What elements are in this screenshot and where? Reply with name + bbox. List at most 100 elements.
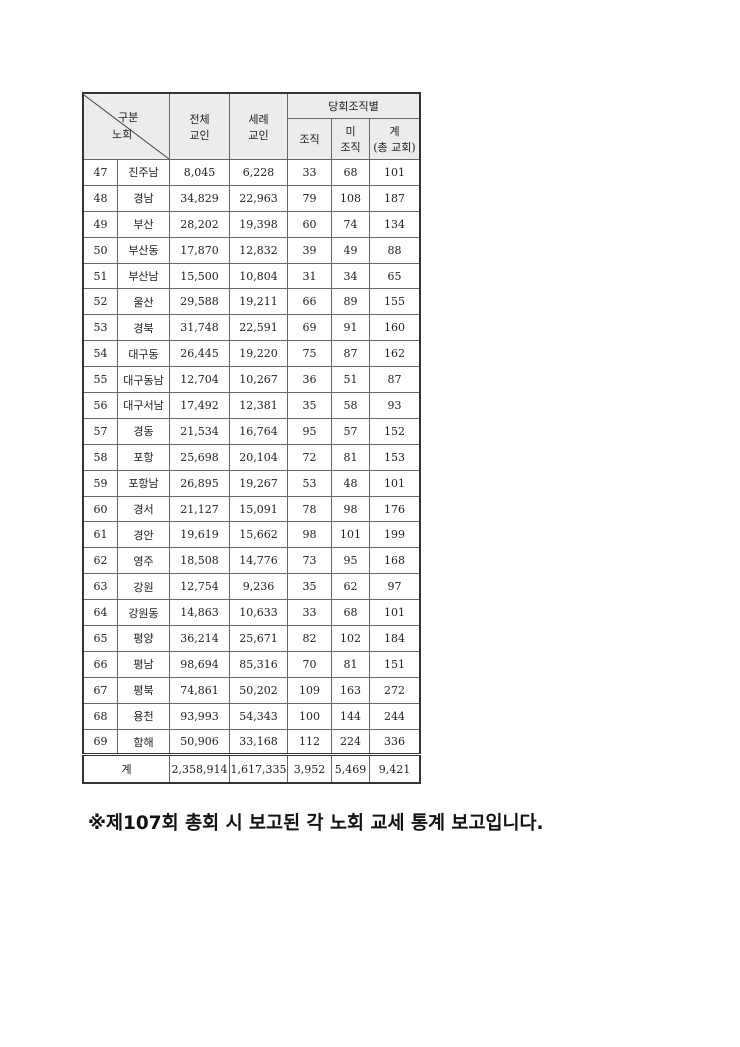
church-sum: 155: [369, 288, 421, 316]
table-row: 47 진주남 8,045 6,228 33 68 101: [82, 159, 421, 186]
total-members: 74,861: [169, 676, 230, 704]
corner-top-label: 구분: [118, 110, 139, 124]
presbytery-number: 47: [82, 159, 118, 186]
unorganized-count: 91: [331, 314, 370, 342]
organized-count: 75: [287, 340, 332, 368]
table-row: 60 경서 21,127 15,091 78 98 176: [82, 495, 421, 523]
organized-count: 35: [287, 392, 332, 419]
table-row: 67 평북 74,861 50,202 109 163 272: [82, 676, 421, 704]
table-row: 50 부산동 17,870 12,832 39 49 88: [82, 236, 421, 264]
presbytery-name: 경북: [117, 314, 170, 342]
baptized-members: 33,168: [229, 728, 288, 756]
total-members-header: 전체 교인: [169, 92, 230, 160]
presbytery-number: 65: [82, 625, 118, 652]
baptized-members: 85,316: [229, 650, 288, 678]
unorganized-count: 81: [331, 443, 370, 471]
baptized-members: 16,764: [229, 417, 288, 445]
presbytery-name: 대구동남: [117, 366, 170, 394]
organized-count: 35: [287, 573, 332, 601]
unorganized-count: 144: [331, 702, 370, 730]
organized-count: 66: [287, 288, 332, 316]
church-sum: 168: [369, 547, 421, 575]
table-row: 66 평남 98,694 85,316 70 81 151: [82, 650, 421, 678]
church-sum: 160: [369, 314, 421, 342]
total-members: 14,863: [169, 599, 230, 627]
unorganized-count: 224: [331, 728, 370, 756]
table-row: 68 용천 93,993 54,343 100 144 244: [82, 702, 421, 730]
presbytery-name: 부산동: [117, 236, 170, 264]
total-members: 26,445: [169, 340, 230, 368]
church-sum: 184: [369, 625, 421, 652]
presbytery-name: 강원: [117, 573, 170, 601]
total-members: 19,619: [169, 521, 230, 549]
presbytery-number: 62: [82, 547, 118, 575]
presbytery-name: 부산남: [117, 262, 170, 290]
total-members: 36,214: [169, 625, 230, 652]
organized-count: 33: [287, 159, 332, 186]
table-row: 57 경동 21,534 16,764 95 57 152: [82, 417, 421, 445]
presbytery-name: 경동: [117, 417, 170, 445]
presbytery-name: 경서: [117, 495, 170, 523]
baptized-members: 22,591: [229, 314, 288, 342]
unorganized-count: 101: [331, 521, 370, 549]
presbytery-number: 60: [82, 495, 118, 523]
total-members: 8,045: [169, 159, 230, 186]
total-members: 18,508: [169, 547, 230, 575]
total-members: 50,906: [169, 728, 230, 756]
presbytery-name: 평남: [117, 650, 170, 678]
church-statistics-table: 구분 노회 전체 교인 세례 교인 당회조직별 조직 미 조직 계 (총 교회)…: [82, 92, 421, 785]
presbytery-number: 69: [82, 728, 118, 756]
baptized-members: 12,381: [229, 392, 288, 419]
church-sum: 152: [369, 417, 421, 445]
church-sum: 162: [369, 340, 421, 368]
presbytery-name: 포항남: [117, 469, 170, 497]
presbytery-number: 55: [82, 366, 118, 394]
presbytery-name: 대구서남: [117, 392, 170, 419]
total-members: 17,492: [169, 392, 230, 419]
total-label: 계: [82, 753, 170, 784]
corner-header: 구분 노회: [82, 92, 170, 160]
church-sum: 272: [369, 676, 421, 704]
presbytery-number: 54: [82, 340, 118, 368]
table-row: 52 울산 29,588 19,211 66 89 155: [82, 288, 421, 316]
organized-count: 82: [287, 625, 332, 652]
presbytery-name: 부산: [117, 210, 170, 238]
presbytery-number: 68: [82, 702, 118, 730]
total-cell: 9,421: [369, 753, 421, 784]
unorganized-count: 108: [331, 184, 370, 212]
total-members: 29,588: [169, 288, 230, 316]
presbytery-name: 평양: [117, 625, 170, 652]
presbytery-name: 경남: [117, 184, 170, 212]
presbytery-number: 57: [82, 417, 118, 445]
church-sum: 153: [369, 443, 421, 471]
presbytery-number: 66: [82, 650, 118, 678]
church-sum: 134: [369, 210, 421, 238]
baptized-members: 14,776: [229, 547, 288, 575]
corner-bottom-label: 노회: [112, 127, 133, 141]
baptized-members: 15,091: [229, 495, 288, 523]
sum-header: 계 (총 교회): [369, 118, 421, 160]
total-members: 12,754: [169, 573, 230, 601]
church-sum: 65: [369, 262, 421, 290]
presbytery-number: 48: [82, 184, 118, 212]
organized-count: 60: [287, 210, 332, 238]
presbytery-number: 58: [82, 443, 118, 471]
unorganized-count: 98: [331, 495, 370, 523]
table-row: 64 강원동 14,863 10,633 33 68 101: [82, 599, 421, 627]
table-row: 48 경남 34,829 22,963 79 108 187: [82, 184, 421, 212]
table-row: 62 영주 18,508 14,776 73 95 168: [82, 547, 421, 575]
organized-count: 109: [287, 676, 332, 704]
unorganized-count: 89: [331, 288, 370, 316]
total-cell: 1,617,335: [229, 753, 288, 784]
table-row: 65 평양 36,214 25,671 82 102 184: [82, 625, 421, 652]
total-cell: 3,952: [287, 753, 332, 784]
total-members: 25,698: [169, 443, 230, 471]
presbytery-number: 56: [82, 392, 118, 419]
organized-count: 98: [287, 521, 332, 549]
table-row: 63 강원 12,754 9,236 35 62 97: [82, 573, 421, 601]
total-members: 34,829: [169, 184, 230, 212]
presbytery-number: 61: [82, 521, 118, 549]
table-row: 58 포항 25,698 20,104 72 81 153: [82, 443, 421, 471]
unorganized-count: 102: [331, 625, 370, 652]
organized-header: 조직: [287, 118, 332, 160]
